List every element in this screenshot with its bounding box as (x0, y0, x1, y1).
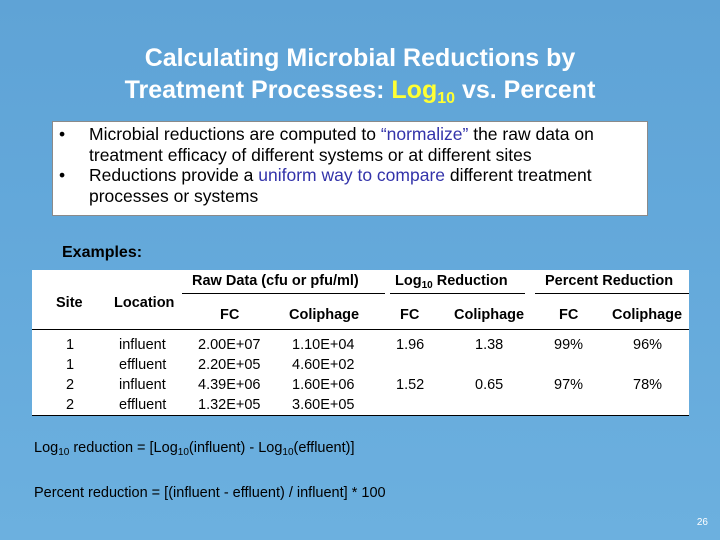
cell-log-fc: 1.96 (396, 337, 425, 353)
bullet-marker: • (59, 165, 66, 185)
page-number: 26 (696, 517, 708, 528)
bottom-rule (32, 415, 689, 416)
bullet-item: • Reductions provide a uniform way to co… (59, 165, 592, 206)
cell-raw-fc: 2.20E+05 (198, 357, 261, 373)
cell-raw-fc: 4.39E+06 (198, 377, 261, 393)
cell-log-fc: 1.52 (396, 377, 425, 393)
col-log-fc: FC (400, 307, 420, 323)
cell-raw-fc: 1.32E+05 (198, 397, 261, 413)
group-log-reduction: Log10 Reduction (395, 273, 508, 291)
cell-site: 2 (66, 397, 75, 413)
cell-location: influent (119, 377, 166, 393)
title-log-term: Log10 (391, 76, 456, 107)
bullet-marker: • (59, 124, 66, 144)
cell-raw-coliphage: 4.60E+02 (292, 357, 355, 373)
col-raw-fc: FC (220, 307, 240, 323)
col-raw-coliphage: Coliphage (289, 307, 360, 323)
bullet-item: • Microbial reductions are computed to “… (59, 124, 594, 165)
cell-site: 1 (66, 357, 75, 373)
bullet-box: • Microbial reductions are computed to “… (52, 121, 648, 216)
examples-label: Examples: (62, 244, 143, 261)
group-underline (535, 293, 689, 294)
cell-location: influent (119, 337, 166, 353)
group-percent-reduction: Percent Reduction (545, 273, 674, 289)
title-line-2: Treatment Processes: Log10 vs. Percent (124, 76, 596, 107)
col-site: Site (56, 295, 83, 311)
cell-location: effluent (119, 357, 167, 373)
cell-raw-coliphage: 1.60E+06 (292, 377, 355, 393)
col-pct-fc: FC (559, 307, 579, 323)
percent-reduction-formula: Percent reduction = [(influent - effluen… (34, 485, 386, 501)
slide-title: Calculating Microbial Reductions by Trea… (0, 42, 720, 115)
cell-pct-coliphage: 96% (633, 337, 663, 353)
cell-pct-fc: 99% (554, 337, 584, 353)
col-pct-coliphage: Coliphage (612, 307, 683, 323)
cell-site: 1 (66, 337, 75, 353)
header-rule (32, 329, 689, 330)
cell-raw-coliphage: 1.10E+04 (292, 337, 355, 353)
group-underline (390, 293, 525, 294)
group-raw-data: Raw Data (cfu or pfu/ml) (192, 273, 359, 289)
cell-log-coliphage: 0.65 (475, 377, 504, 393)
cell-raw-coliphage: 3.60E+05 (292, 397, 355, 413)
log-reduction-formula: Log10 reduction = [Log10(influent) - Log… (34, 440, 355, 458)
group-underline (182, 293, 385, 294)
cell-raw-fc: 2.00E+07 (198, 337, 261, 353)
col-log-coliphage: Coliphage (454, 307, 525, 323)
cell-site: 2 (66, 377, 75, 393)
title-line-1: Calculating Microbial Reductions by (144, 44, 576, 72)
data-table: Raw Data (cfu or pfu/ml) Log10 Reduction… (32, 270, 689, 416)
cell-pct-fc: 97% (554, 377, 584, 393)
cell-log-coliphage: 1.38 (475, 337, 504, 353)
col-location: Location (114, 295, 175, 311)
cell-location: effluent (119, 397, 167, 413)
cell-pct-coliphage: 78% (633, 377, 663, 393)
